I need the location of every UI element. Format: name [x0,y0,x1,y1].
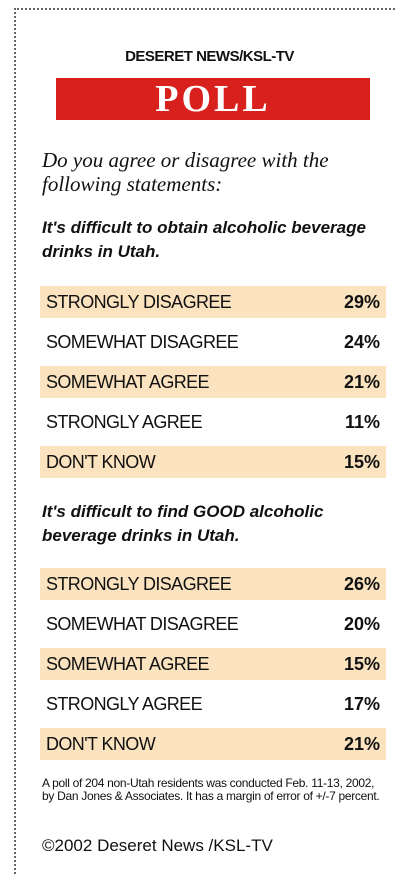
intro-question: Do you agree or disagree with the follow… [42,148,329,196]
outlet-name: DESERET NEWS/KSL-TV [125,48,294,65]
poll-banner-label: POLL [155,78,271,120]
row-value: 15% [343,451,380,472]
row-label: SOMEWHAT AGREE [46,371,210,392]
row-value: 11% [344,411,380,432]
table-row: SOMEWHAT AGREE 21% [40,366,386,398]
table-row: SOMEWHAT DISAGREE 20% [40,608,386,640]
table-row: STRONGLY DISAGREE 26% [40,568,386,600]
table-row: DON'T KNOW 21% [40,728,386,760]
table-row: STRONGLY DISAGREE 29% [40,286,386,318]
row-label: STRONGLY DISAGREE [46,573,232,594]
row-label: STRONGLY AGREE [46,411,203,432]
table-row: SOMEWHAT DISAGREE 24% [40,326,386,358]
row-label: DON'T KNOW [46,733,156,754]
table-row: DON'T KNOW 15% [40,446,386,478]
methodology-note: A poll of 204 non-Utah residents was con… [42,776,380,803]
row-label: SOMEWHAT DISAGREE [46,331,239,352]
poll-frame [14,8,395,874]
table-row: SOMEWHAT AGREE 15% [40,648,386,680]
statement-1: It's difficult to obtain alcoholic bever… [42,218,366,261]
row-label: STRONGLY AGREE [46,693,203,714]
statement-2: It's difficult to find GOOD alcoholic be… [42,502,324,545]
row-label: DON'T KNOW [46,451,156,472]
table-row: STRONGLY AGREE 11% [40,406,386,438]
row-value: 26% [343,573,380,594]
row-value: 24% [343,331,380,352]
row-value: 17% [343,693,380,714]
row-value: 20% [343,613,380,634]
row-label: SOMEWHAT DISAGREE [46,613,239,634]
row-value: 29% [343,291,380,312]
table-row: STRONGLY AGREE 17% [40,688,386,720]
poll-banner: POLL [56,78,370,120]
row-value: 15% [343,653,380,674]
row-label: SOMEWHAT AGREE [46,653,210,674]
row-label: STRONGLY DISAGREE [46,291,232,312]
row-value: 21% [343,371,380,392]
row-value: 21% [343,733,380,754]
copyright-credit: ©2002 Deseret News /KSL-TV [42,836,273,855]
